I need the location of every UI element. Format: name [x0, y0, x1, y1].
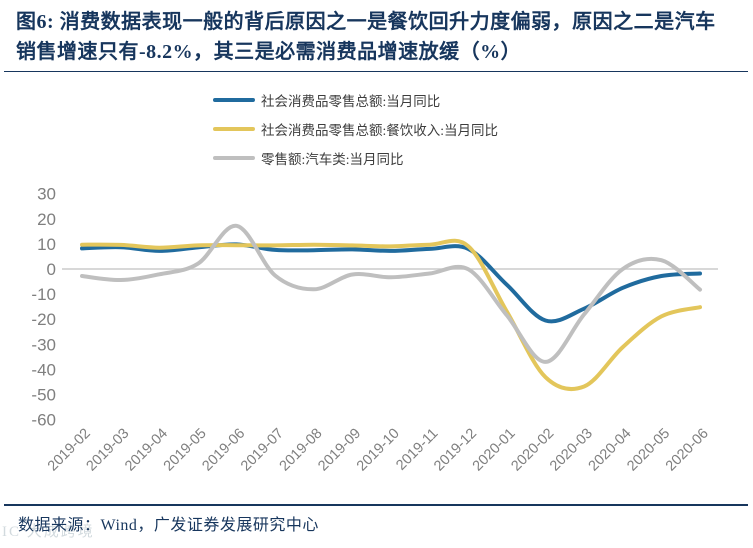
figure-title-line1: 图6: 消费数据表现一般的背后原因之一是餐饮回升力度偏弱，原因之二是汽车 [16, 11, 716, 33]
series-line-2 [80, 223, 702, 364]
footer-divider [4, 504, 748, 506]
x-tick-label: 2019-10 [354, 426, 403, 475]
data-source-note: 数据来源：Wind，广发证券发展研究中心 [18, 517, 319, 534]
legend-item-retail-total: 社会消费品零售总额:当月同比 [213, 88, 498, 112]
y-tick-label: 0 [47, 260, 56, 279]
legend-swatch [213, 127, 255, 131]
legend-item-catering: 社会消费品零售总额:餐饮收入:当月同比 [213, 117, 498, 141]
legend-item-auto: 零售额:汽车类:当月同比 [213, 146, 498, 170]
series-line-1 [80, 238, 702, 392]
figure-title: 图6: 消费数据表现一般的背后原因之一是餐饮回升力度偏弱，原因之二是汽车 销售增… [16, 7, 740, 67]
y-tick-label: -50 [31, 386, 56, 405]
legend-label: 社会消费品零售总额:当月同比 [261, 94, 441, 109]
y-tick-label: -40 [31, 360, 56, 379]
y-tick-label: 30 [37, 185, 56, 204]
legend-swatch [213, 156, 255, 160]
legend-label: 社会消费品零售总额:餐饮收入:当月同比 [261, 123, 499, 138]
chart-legend: 社会消费品零售总额:当月同比 社会消费品零售总额:餐饮收入:当月同比 零售额:汽… [213, 88, 498, 175]
x-tick-label: 2020-06 [663, 426, 712, 475]
y-tick-label: 20 [37, 210, 56, 229]
legend-swatch [213, 98, 255, 102]
y-tick-label: 10 [37, 235, 56, 254]
y-tick-label: -10 [31, 285, 56, 304]
title-divider [4, 71, 748, 72]
figure-title-line2: 销售增速只有-8.2%，其三是必需消费品增速放缓（%） [16, 41, 522, 63]
y-tick-label: -60 [31, 411, 56, 430]
watermark: IC 大成跨境 [2, 524, 95, 540]
legend-label: 零售额:汽车类:当月同比 [261, 152, 404, 167]
y-tick-label: -20 [31, 310, 56, 329]
y-tick-label: -30 [31, 335, 56, 354]
